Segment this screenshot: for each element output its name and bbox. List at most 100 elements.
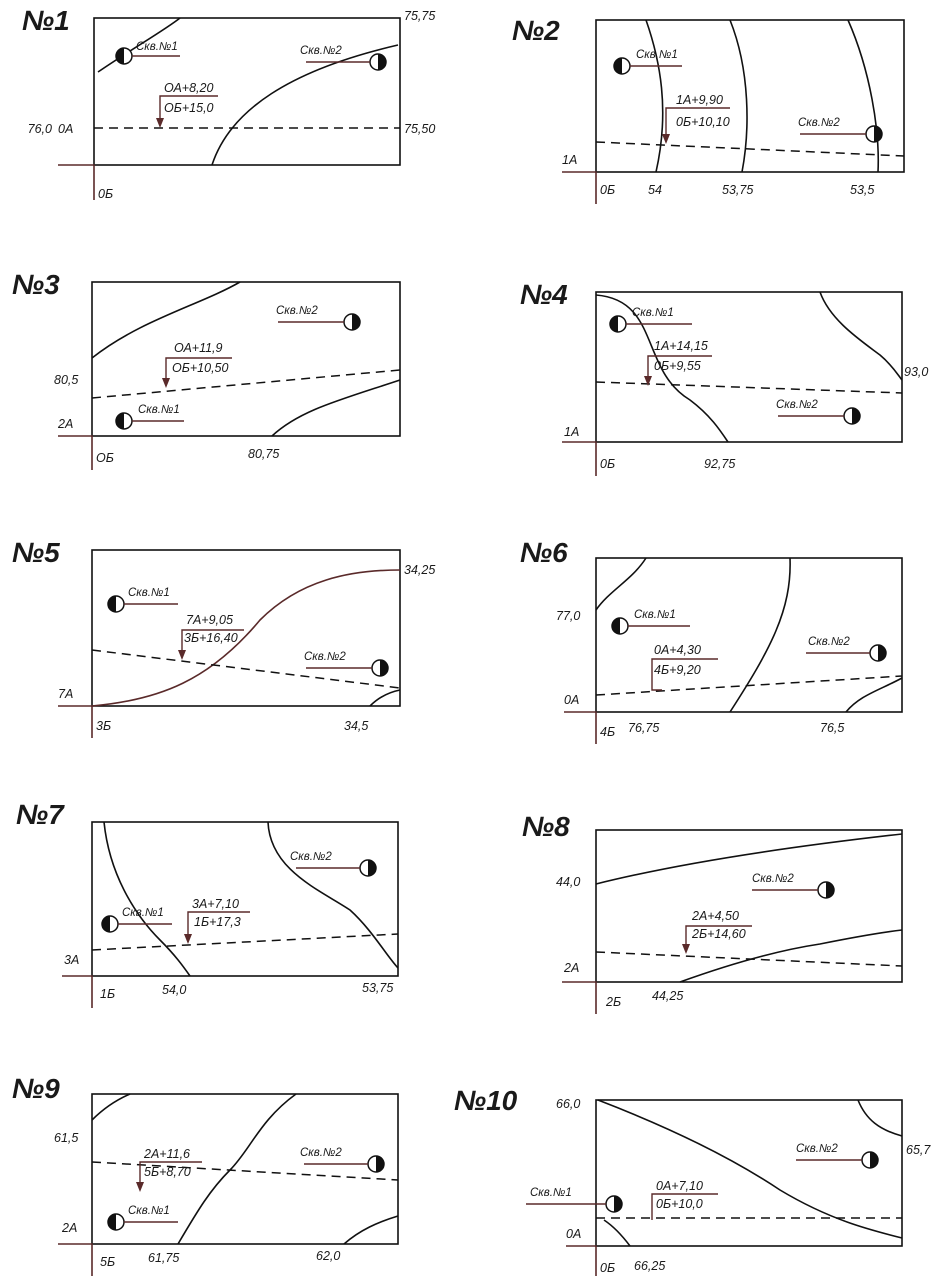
point-leader: [651, 658, 718, 691]
arrow-head: [178, 650, 186, 660]
coordinate-label-b: 3Б+16,40: [184, 631, 238, 645]
profile-line: [595, 675, 903, 696]
plan-frame: [595, 19, 905, 173]
contour-line: [819, 291, 903, 381]
contour-line: [645, 19, 664, 173]
elevation-label: 62,0: [316, 1249, 340, 1263]
contour-line: [177, 1093, 297, 1245]
profile-line: [91, 1161, 399, 1181]
grid-axis: [58, 164, 95, 200]
panel-9: №9 Скв.№1 Скв.№2 2А+11,6 5Б+8,70 2А 5Б 6…: [12, 1073, 399, 1276]
grid-label-b: 3Б: [96, 719, 111, 733]
contour-line: [211, 44, 399, 166]
elevation-label: 75,75: [404, 9, 435, 23]
elevation-label: 76,75: [628, 721, 659, 735]
coordinate-label-a: 0А+7,10: [656, 1179, 703, 1193]
profile-line: [91, 369, 401, 399]
point-leader: [181, 629, 244, 656]
borehole-icon: [108, 1214, 116, 1230]
contour-line: [103, 821, 191, 977]
elevation-label: 53,5: [850, 183, 874, 197]
point-leader: [139, 1161, 202, 1188]
elevation-label: 61,75: [148, 1251, 179, 1265]
borehole-icon: [352, 314, 360, 330]
panel-title: №4: [520, 279, 568, 310]
borehole-icon: [376, 1156, 384, 1172]
coordinate-label-b: 0Б+10,10: [676, 115, 730, 129]
coordinate-label-a: 1А+14,15: [654, 339, 708, 353]
contour-line: [343, 1215, 399, 1245]
panel-title: №10: [454, 1085, 518, 1116]
coordinate-label-a: 1А+9,90: [676, 93, 723, 107]
borehole-label: Скв.№2: [776, 399, 818, 411]
plan-frame: [91, 281, 401, 437]
grid-label-b: 2Б: [605, 995, 621, 1009]
borehole-icon: [874, 126, 882, 142]
panel-5: №5 Скв.№1 Скв.№2 7А+9,05 3Б+16,40 7А 3Б …: [12, 537, 435, 738]
borehole-icon: [378, 54, 386, 70]
borehole-label: Скв.№1: [632, 307, 674, 319]
panel-6: №6 Скв.№1 Скв.№2 0А+4,30 4Б+9,20 0А 4Б 7…: [520, 537, 903, 744]
plan-frame: [91, 549, 401, 707]
panel-10: №10 Скв.№1 Скв.№2 0А+7,10 0Б+10,0 0А 0Б …: [454, 1085, 931, 1276]
point-leader: [165, 357, 232, 384]
borehole-icon: [612, 618, 620, 634]
grid-axis: [562, 981, 597, 1014]
borehole-icon: [614, 58, 622, 74]
coordinate-label-b: ОБ+10,50: [172, 361, 228, 375]
elevation-label: 53,75: [362, 981, 393, 995]
coordinate-label-a: 2А+11,6: [143, 1147, 190, 1161]
coordinate-label-b: 5Б+8,70: [144, 1165, 191, 1179]
borehole-icon: [610, 316, 618, 332]
plan-frame: [595, 557, 903, 713]
contour-line: [267, 821, 399, 969]
point-leader: [651, 1193, 718, 1220]
plan-frame: [91, 1093, 399, 1245]
contour-line: [97, 17, 181, 73]
arrow-head: [682, 944, 690, 954]
grid-label-a: 2А: [57, 417, 73, 431]
borehole-icon: [102, 916, 110, 932]
grid-label-b: 4Б: [600, 725, 615, 739]
grid-label-b: 1Б: [100, 987, 115, 1001]
grid-label-a: 1А: [564, 425, 579, 439]
arrow-head: [162, 378, 170, 388]
grid-axis: [566, 1245, 597, 1276]
grid-label-b: 0Б: [98, 187, 113, 201]
panel-title: №8: [522, 811, 570, 842]
borehole-label: Скв.№2: [300, 1147, 342, 1159]
grid-label-a: 3А: [64, 953, 79, 967]
coordinate-label-a: 3А+7,10: [192, 897, 239, 911]
elevation-label: 93,0: [904, 365, 928, 379]
elevation-label: 76,5: [820, 721, 844, 735]
grid-label-a: 0А: [564, 693, 579, 707]
contour-line: [679, 929, 903, 983]
grid-label-a: 0А: [58, 122, 73, 136]
plan-frame: [595, 291, 903, 443]
borehole-icon: [852, 408, 860, 424]
grid-label-a: 7А: [58, 687, 73, 701]
borehole-icon: [108, 596, 116, 612]
grid-axis: [58, 1243, 93, 1276]
coordinate-label-b: 0Б+9,55: [654, 359, 701, 373]
panel-4: №4 Скв.№1 Скв.№2 1А+14,15 0Б+9,55 1А 0Б …: [520, 279, 928, 476]
elevation-label: 34,25: [404, 563, 435, 577]
borehole-label: Скв.№1: [634, 609, 676, 621]
coordinate-label-b: ОБ+15,0: [164, 101, 214, 115]
profile-line: [595, 141, 905, 157]
arrow-head: [136, 1182, 144, 1192]
borehole-icon: [878, 645, 886, 661]
elevation-label: 92,75: [704, 457, 735, 471]
arrow-head: [662, 134, 670, 144]
elevation-label: 65,7: [906, 1143, 931, 1157]
borehole-icon: [380, 660, 388, 676]
contour-line: [91, 281, 241, 359]
elevation-label: 54,0: [162, 983, 186, 997]
panel-3: №3 Скв.№1 Скв.№2 ОА+11,9 ОБ+10,50 2А ОБ …: [12, 269, 401, 470]
profile-line: [595, 381, 903, 394]
coordinate-label-b: 1Б+17,3: [194, 915, 241, 929]
panel-title: №9: [12, 1073, 60, 1104]
plan-frame: [595, 1099, 903, 1247]
contour-line: [91, 569, 401, 707]
elevation-label: 80,75: [248, 447, 279, 461]
